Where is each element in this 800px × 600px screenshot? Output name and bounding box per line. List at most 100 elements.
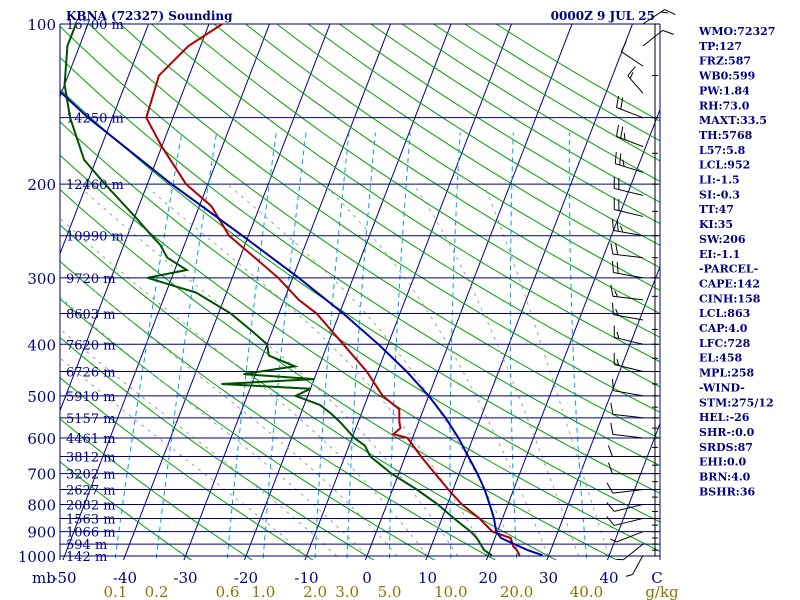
temperature-tick-label: -50 [52, 569, 76, 587]
height-label: 6726 m [66, 366, 116, 381]
wind-barb-flag [662, 29, 674, 35]
index-item: CINH:158 [699, 292, 761, 305]
temperature-tick-label: 10 [418, 569, 437, 587]
wind-barb-flag [614, 290, 619, 298]
index-item: SI:-0.3 [699, 188, 740, 201]
mixing-ratio-line [314, 132, 350, 560]
wind-barb-staff [612, 489, 644, 494]
wind-barb-staff [612, 295, 644, 301]
height-label: 5910 m [66, 390, 116, 405]
pressure-tick-label: 100 [27, 16, 56, 34]
mixing-ratio-line [262, 132, 307, 560]
height-label: 7620 m [66, 338, 116, 353]
index-item: L57:5.8 [699, 144, 746, 157]
wind-barb-staff [612, 413, 644, 419]
height-label: 594 m [66, 538, 107, 553]
wind-barb-flag [611, 302, 614, 315]
index-item: EL:458 [699, 352, 742, 365]
height-label: 14250 m [66, 112, 124, 127]
wind-barb-flag [620, 40, 627, 52]
index-item: SRDS:87 [699, 441, 753, 454]
wind-barb-staff [612, 433, 644, 439]
dry-adiabat [60, 418, 253, 560]
wind-barb-flag [610, 242, 614, 255]
dry-adiabat [307, 24, 660, 246]
mixing-ratio-line [568, 132, 588, 560]
isotherm-line [0, 12, 32, 567]
wind-barb-flag [606, 516, 615, 526]
mixing-ratio-tick-label: 0.6 [216, 583, 240, 600]
moist-adiabat [60, 296, 368, 557]
mixing-ratio-tick-label: 3.0 [335, 583, 359, 600]
index-item: KI:35 [699, 218, 733, 231]
index-item: TH:5768 [699, 129, 753, 142]
grid-layer [0, 12, 660, 567]
mixing-ratio-tick-label: 20.0 [500, 583, 533, 600]
pressure-tick-label: 1000 [18, 548, 56, 566]
height-label: 12460 m [66, 178, 124, 193]
wind-barb-flag [616, 331, 620, 339]
index-item: FRZ:587 [699, 55, 751, 68]
wind-barb-staff [613, 272, 644, 279]
isobar-layer: 16700 m 14250 m 12460 m 10990 m 9720 m 8603 m… [59, 18, 661, 565]
pressure-tick-label: 400 [27, 336, 56, 354]
wind-barb-staff [616, 531, 644, 543]
wind-barb-flag [615, 308, 619, 316]
wind-barb-flag [607, 445, 613, 457]
index-item: BSHR:36 [699, 485, 755, 498]
height-label: 3812 m [66, 450, 116, 465]
wind-barb-staff [615, 163, 644, 173]
wind-barb-staff [616, 135, 644, 148]
wind-barb-staff [642, 30, 663, 47]
height-label: 10990 m [66, 230, 124, 245]
station-title: KBNA (72327) Sounding [66, 9, 233, 23]
index-item: MAXT:33.5 [699, 114, 767, 127]
index-item: -PARCEL- [699, 263, 758, 276]
mixing-ratio-line [226, 132, 277, 560]
wind-barb-flag [616, 124, 620, 137]
dry-adiabat [60, 224, 558, 560]
pressure-unit-label: mb [32, 569, 56, 587]
index-item: LCL:863 [699, 307, 750, 320]
wind-barb-flag [616, 358, 620, 366]
wind-barb-staff [623, 543, 644, 561]
temperature-tick-label: 40 [599, 569, 618, 587]
wind-barb-staff [616, 107, 644, 119]
wind-barb-flag [625, 573, 633, 577]
wind-barb-flag [623, 132, 626, 140]
dry-adiabat [245, 24, 660, 291]
wind-barb-flag [610, 284, 614, 297]
wind-barb-flag [620, 97, 624, 110]
height-label: 5157 m [66, 412, 116, 427]
wind-barb-layer [606, 9, 676, 577]
height-label: 2627 m [66, 484, 116, 499]
wind-barb-flag [622, 159, 625, 167]
dry-adiabat [60, 88, 660, 494]
wind-barb-flag [627, 66, 636, 76]
index-item: CAPE:142 [699, 277, 760, 290]
dry-adiabat [60, 188, 618, 560]
index-item: HEL:-26 [699, 411, 750, 424]
index-item: SHR-:0.0 [699, 426, 755, 439]
index-item: RH:73.0 [699, 99, 750, 112]
wind-barb-flag [614, 151, 617, 164]
wind-barb-flag [616, 261, 619, 274]
wind-barb-flag [610, 402, 614, 415]
moist-adiabat [60, 259, 398, 557]
height-label: 3202 m [66, 468, 116, 483]
profile-layer [60, 24, 544, 557]
wind-barb-staff [627, 75, 644, 94]
isotherm-line [62, 24, 271, 560]
isotherm-line [243, 24, 452, 560]
dry-adiabat [60, 336, 375, 560]
isotherm-line [485, 108, 660, 560]
temperature-tick-label: -20 [234, 569, 258, 587]
mixing-ratio-line [114, 132, 183, 560]
height-label: 16700 m [66, 18, 124, 33]
height-label: 1563 m [66, 512, 116, 527]
wind-barb-flag [664, 9, 676, 15]
wind-barb-staff [613, 314, 644, 321]
